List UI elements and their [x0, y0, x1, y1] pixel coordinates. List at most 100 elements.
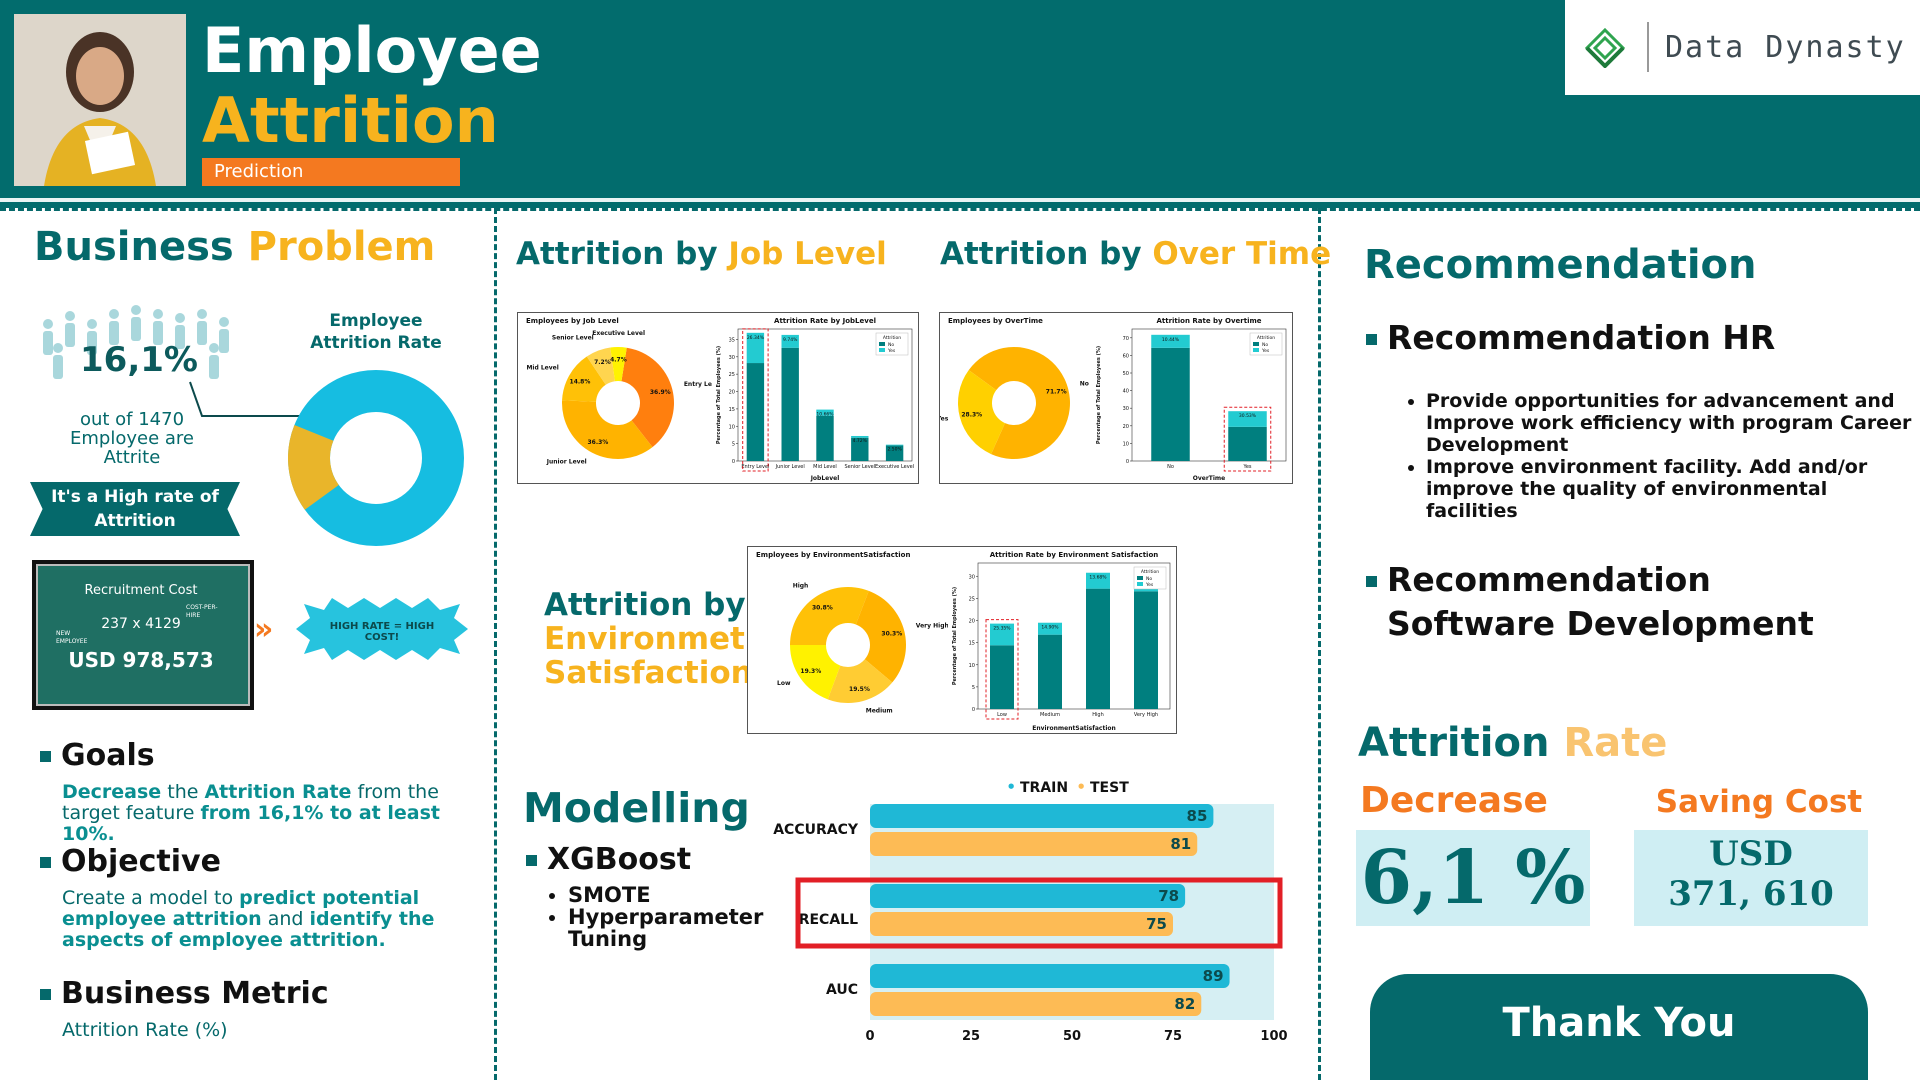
pie-category-label: Low: [777, 680, 791, 687]
modelling-techniques: SMOTE Hyperparameter Tuning: [548, 884, 798, 950]
x-tick-label: 75: [1164, 1029, 1182, 1044]
employee-photo: [14, 14, 186, 186]
y-tick-label: 20: [729, 390, 735, 396]
bar-data-label: 26.34%: [747, 335, 765, 341]
y-tick-label: 20: [1123, 424, 1129, 430]
legend-marker-train: •: [1006, 778, 1016, 796]
xgboost-heading: XGBoost: [526, 842, 691, 877]
pie-category-label: Medium: [866, 708, 893, 715]
metric-value-label: 85: [1187, 807, 1208, 825]
y-tick-label: 15: [969, 641, 975, 647]
y-tick-label: 0: [732, 459, 735, 465]
pie-percent-label: 71.7%: [1046, 389, 1067, 396]
bar-no: [1038, 634, 1062, 709]
bar-yes: [1086, 572, 1110, 589]
thank-you-panel: [1370, 974, 1868, 1080]
x-axis-label: OverTime: [1193, 475, 1226, 482]
pie-category-label: Mid Level: [526, 365, 558, 372]
y-tick-label: 50: [1123, 371, 1129, 377]
burst-text: HIGH RATE = HIGH COST!: [329, 621, 435, 643]
starburst-icon: [296, 598, 468, 660]
x-tick-label: Entry Level: [741, 464, 769, 470]
legend-label-yes: Yes: [1145, 582, 1154, 588]
bar-no: [1086, 588, 1110, 709]
y-tick-label: 30: [729, 355, 735, 361]
bar-no: [1134, 591, 1158, 709]
attrition-rate-caption: out of 1470 Employee are Attrite: [70, 409, 194, 468]
pie-percent-label: 4.7%: [610, 356, 627, 363]
business-problem-title: Business Problem: [34, 224, 436, 270]
pie-category-label: High: [793, 582, 809, 589]
bar-data-label: 13.68%: [1089, 575, 1107, 581]
new-employee-note: NEW EMPLOYEE: [56, 630, 88, 645]
legend-swatch-no: [1253, 342, 1259, 346]
people-crowd-icon: [43, 305, 229, 379]
environment-chart-box: Employees by EnvironmentSatisfaction High…: [747, 546, 1177, 734]
highlight-box: [742, 328, 769, 472]
bar-no: [1151, 347, 1190, 461]
recruitment-cost-title: Recruitment Cost: [84, 583, 198, 598]
brand-logo: Data Dynasty: [1565, 0, 1920, 95]
pie-category-label: Entry Level: [684, 381, 712, 388]
goals-heading: Goals: [40, 738, 155, 773]
metric-category-label: RECALL: [799, 912, 858, 928]
decrease-box: [1356, 830, 1590, 926]
prediction-tag: Prediction: [202, 158, 460, 186]
x-tick-label: Mid Level: [813, 464, 837, 470]
pie-percent-label: 14.8%: [570, 379, 591, 386]
legend-label-no: No: [1262, 342, 1268, 348]
pie-category-label: Junior Level: [546, 458, 587, 465]
bar-chart-title: Attrition Rate by Environment Satisfacti…: [990, 551, 1159, 559]
metric-value-label: 89: [1203, 967, 1224, 985]
x-tick-label: Very High: [1134, 712, 1158, 718]
metric-bar: [870, 964, 1230, 988]
bar-data-label: 10.44%: [1162, 337, 1180, 343]
metric-bar: [870, 884, 1186, 908]
metric-bar: [870, 992, 1202, 1016]
legend-marker-test: •: [1076, 778, 1086, 796]
bar-no: [851, 437, 869, 461]
environment-bar-chart: Attrition Rate by Environment Satisfacti…: [952, 551, 1171, 732]
y-axis-label: Percentage of Total Employees (%): [1096, 346, 1102, 444]
attrition-donut-chart: [288, 370, 464, 546]
pie-percent-label: 30.3%: [881, 631, 902, 638]
y-axis-label: Percentage of Total Employees (%): [952, 587, 958, 685]
technique-item: Hyperparameter Tuning: [568, 906, 798, 950]
brand-name: Data Dynasty: [1665, 30, 1906, 65]
pie-title: Employees by OverTime: [948, 317, 1043, 325]
x-tick-label: 50: [1063, 1029, 1081, 1044]
x-tick-label: Low: [997, 712, 1007, 718]
x-tick-label: Senior Level: [844, 464, 875, 470]
pie-percent-label: 30.8%: [812, 605, 833, 612]
plot-frame: [977, 562, 1171, 710]
legend-label-yes: Yes: [1261, 348, 1270, 354]
metric-value-label: 81: [1170, 835, 1191, 853]
y-tick-label: 10: [1123, 441, 1129, 447]
recruitment-total: USD 978,573: [68, 648, 214, 672]
section-divider-top: [0, 208, 1920, 211]
header-divider-bottom: [0, 202, 1920, 208]
y-tick-label: 10: [729, 424, 735, 430]
x-tick-label: Medium: [1040, 712, 1060, 718]
pie-category-label: Executive Level: [592, 330, 645, 337]
y-tick-label: 0: [972, 707, 975, 713]
bar-yes: [1151, 334, 1190, 348]
pie-category-label: Very High: [916, 623, 948, 630]
y-tick-label: 10: [969, 663, 975, 669]
bar-no: [990, 645, 1014, 709]
pie-slice: [855, 590, 906, 683]
decrease-value: 6,1 %: [1360, 835, 1586, 921]
pie-percent-label: 36.9%: [650, 389, 671, 396]
pie-percent-label: 28.3%: [961, 411, 982, 418]
bar-no: [885, 445, 904, 461]
legend-swatch-yes: [1253, 348, 1259, 352]
objective-text: Create a model to predict potential empl…: [62, 887, 435, 951]
bar-yes: [1228, 411, 1267, 427]
y-tick-label: 60: [1123, 353, 1129, 359]
job-level-bar-chart: Attrition Rate by JobLevel 0 5 10 15 20 25 30 35…: [716, 317, 914, 482]
pie-slice: [968, 347, 1070, 459]
x-tick-label: Junior Level: [775, 464, 805, 470]
y-axis-label: Percentage of Total Employees (%): [716, 346, 722, 444]
x-axis-label: EnvironmentSatisfaction: [1032, 725, 1116, 732]
highlight-box: [985, 619, 1019, 720]
